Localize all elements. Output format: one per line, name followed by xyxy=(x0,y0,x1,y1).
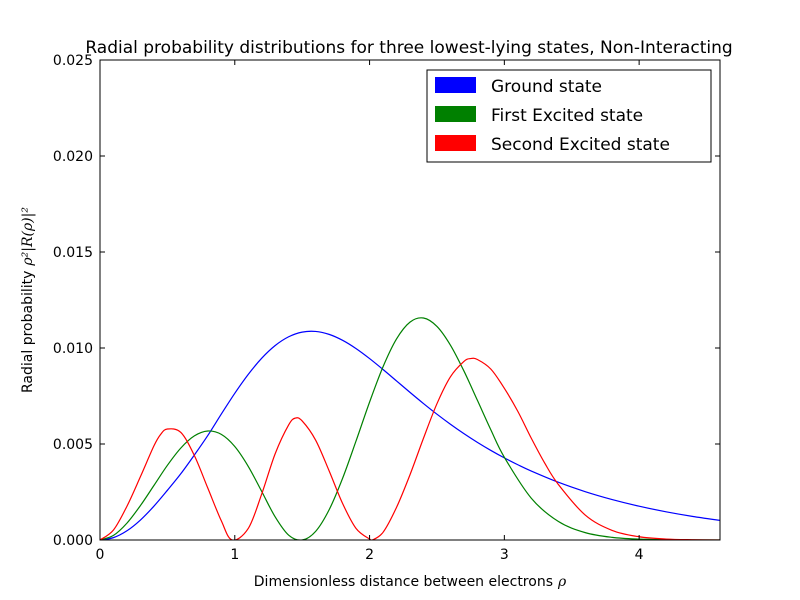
chart-title: Radial probability distributions for thr… xyxy=(85,38,732,58)
series-line-2 xyxy=(100,317,720,540)
ticks-layer: 0 1 2 3 4 0.000 0.005 0.010 0.015 0.020 0.025 xyxy=(53,53,720,563)
y-axis-label-text: Radial probability xyxy=(20,271,36,393)
legend-swatch-2 xyxy=(435,106,476,122)
legend-label-3: Second Excited state xyxy=(491,135,670,155)
legend-label-1: Ground state xyxy=(491,77,602,97)
legend-label-2: First Excited state xyxy=(491,106,643,126)
series-line-3 xyxy=(100,357,720,540)
y-tick-label: 0.005 xyxy=(53,437,93,453)
x-tick-label: 4 xyxy=(635,547,644,563)
legend: Ground state First Excited state Second Ex… xyxy=(426,69,712,163)
series-layer xyxy=(100,317,720,540)
y-tick-label: 0.010 xyxy=(53,341,93,357)
x-tick-label: 0 xyxy=(96,547,105,563)
x-tick-label: 3 xyxy=(500,547,509,563)
legend-swatch-3 xyxy=(435,135,476,151)
y-axis-label: Radial probability ρ²|R(ρ)|² xyxy=(20,207,36,393)
x-axis-symbol: ρ xyxy=(557,574,567,590)
x-axis-label-text: Dimensionless distance between electrons xyxy=(254,574,553,590)
series-line-1 xyxy=(100,330,720,540)
plot-frame xyxy=(99,59,721,541)
y-axis-symbol: ρ²|R(ρ)|² xyxy=(20,207,36,267)
x-axis-label: Dimensionless distance between electrons… xyxy=(254,574,567,590)
legend-swatch-1 xyxy=(435,77,476,93)
x-tick-label: 1 xyxy=(230,547,239,563)
y-tick-label: 0.020 xyxy=(53,149,93,165)
y-tick-label: 0.015 xyxy=(53,245,93,261)
x-tick-label: 2 xyxy=(365,547,374,563)
y-tick-label: 0.000 xyxy=(53,533,93,549)
y-tick-label: 0.025 xyxy=(53,53,93,69)
